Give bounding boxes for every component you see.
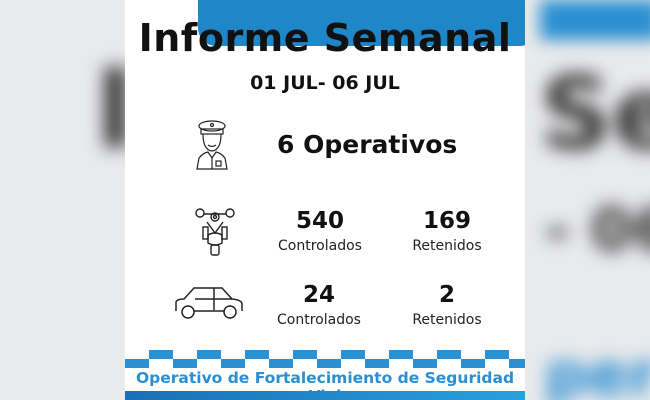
checker-square <box>173 359 197 368</box>
blurred-bg-text: Se <box>540 55 650 172</box>
motos-retenidos-label: Retenidos <box>412 238 482 254</box>
checker-square <box>317 359 341 368</box>
autos-controlados-value: 24 <box>302 282 335 308</box>
checker-square <box>197 350 221 359</box>
checker-square <box>245 350 269 359</box>
checker-square <box>437 350 461 359</box>
car-icon <box>175 287 243 319</box>
autos-controlados-label: Controlados <box>277 312 361 328</box>
checker-square <box>293 350 317 359</box>
checker-square <box>485 350 509 359</box>
header-blue-shape <box>198 0 525 46</box>
report-card: Informe Semanal 01 JUL- 06 JUL 6 Operati… <box>125 0 525 400</box>
checker-square <box>413 359 437 368</box>
checker-square <box>149 350 173 359</box>
report-title: Informe Semanal <box>138 16 512 60</box>
autos-retenidos-value: 2 <box>438 282 455 308</box>
checker-square <box>221 359 245 368</box>
blurred-bg-text: per <box>545 340 650 400</box>
motos-controlados-value: 540 <box>295 208 344 234</box>
checkered-band <box>125 350 525 369</box>
checker-square <box>125 359 149 368</box>
checker-square <box>389 350 413 359</box>
date-range: 01 JUL- 06 JUL <box>250 72 400 94</box>
blurred-bg-blue <box>540 0 650 40</box>
motos-retenidos-value: 169 <box>422 208 471 234</box>
footer-blue-bar <box>125 391 525 400</box>
operativos-count: 6 Operativos <box>277 130 458 159</box>
police-officer-icon <box>196 120 228 170</box>
blurred-bg-text: - 06 J <box>545 195 650 265</box>
checker-square <box>365 359 389 368</box>
motos-controlados-label: Controlados <box>278 238 362 254</box>
checker-square <box>269 359 293 368</box>
checker-square <box>461 359 485 368</box>
checker-square <box>341 350 365 359</box>
checker-square <box>509 359 525 368</box>
autos-retenidos-label: Retenidos <box>412 312 482 328</box>
motorcycle-icon <box>195 208 235 256</box>
